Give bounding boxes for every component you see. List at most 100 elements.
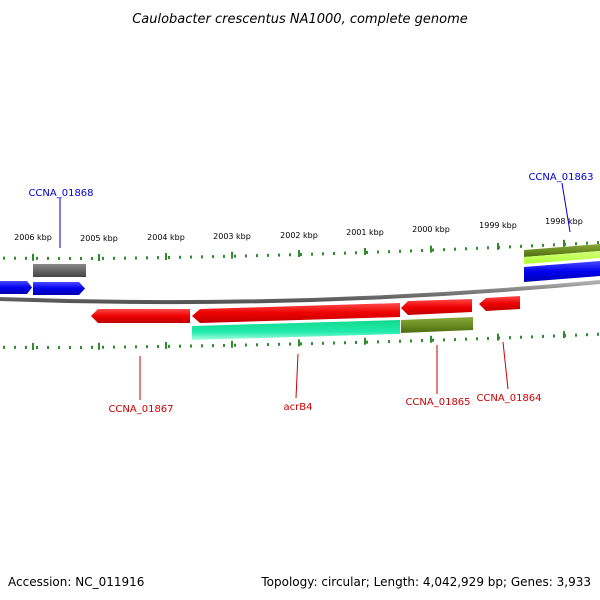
outer-minor-tick — [366, 250, 368, 254]
gene-ccna-01863[interactable] — [524, 261, 600, 282]
outer-minor-tick — [333, 252, 335, 256]
inner-minor-tick — [388, 340, 390, 344]
outer-minor-tick — [25, 256, 27, 260]
inner-minor-tick — [432, 338, 434, 342]
inner-minor-tick — [344, 341, 346, 345]
outer-minor-tick — [509, 245, 511, 249]
outer-minor-tick — [377, 250, 379, 254]
accession-text: Accession: NC_011916 — [8, 575, 144, 589]
gene-ccna-01868[interactable] — [33, 282, 85, 295]
label-ccna-01868[interactable]: CCNA_01868 — [28, 188, 93, 199]
outer-minor-tick — [432, 248, 434, 252]
inner-minor-tick — [212, 344, 214, 348]
inner-minor-tick — [267, 343, 269, 347]
outer-minor-tick — [586, 241, 588, 245]
kbp-label-2006: 2006 kbp — [14, 233, 52, 242]
outer-minor-tick — [487, 246, 489, 250]
gene-ccna-01867[interactable] — [91, 309, 190, 323]
inner-minor-tick — [245, 343, 247, 347]
gene-ccna-01864[interactable] — [479, 296, 520, 311]
inner-major-tick — [165, 341, 167, 349]
label-ccna-01867[interactable]: CCNA_01867 — [108, 404, 173, 415]
gene-ccna-01865[interactable] — [401, 299, 472, 315]
outer-minor-tick — [146, 256, 148, 260]
gene-ccna-01863-olive[interactable] — [524, 244, 600, 257]
inner-minor-tick — [377, 340, 379, 344]
inner-minor-tick — [58, 345, 60, 349]
kbp-label-2004: 2004 kbp — [147, 233, 185, 242]
outer-minor-tick — [553, 243, 555, 247]
outer-minor-tick — [36, 256, 38, 260]
outer-minor-tick — [300, 252, 302, 256]
inner-major-tick — [364, 337, 366, 345]
kbp-label-2005: 2005 kbp — [80, 234, 118, 243]
outer-major-tick — [364, 248, 366, 256]
genome-summary-text: Topology: circular; Length: 4,042,929 bp… — [260, 575, 591, 589]
inner-minor-tick — [168, 344, 170, 348]
inner-minor-tick — [80, 345, 82, 349]
label-acrb4[interactable]: acrB4 — [284, 402, 313, 413]
inner-minor-tick — [179, 344, 181, 348]
outer-minor-tick — [234, 254, 236, 258]
inner-minor-tick — [399, 339, 401, 343]
outer-minor-tick — [168, 255, 170, 259]
gene-forward-left-edge[interactable] — [0, 281, 32, 294]
inner-major-tick — [497, 333, 499, 341]
inner-minor-tick — [146, 345, 148, 349]
inner-minor-tick — [509, 336, 511, 340]
outer-minor-tick — [575, 242, 577, 246]
label-ccna-01864[interactable]: CCNA_01864 — [476, 393, 541, 404]
inner-minor-tick — [476, 337, 478, 341]
outer-minor-tick — [355, 251, 357, 255]
kbp-label-2002: 2002 kbp — [280, 231, 318, 240]
outer-minor-tick — [3, 256, 5, 260]
outer-major-tick — [497, 242, 499, 250]
inner-minor-tick — [289, 342, 291, 346]
outer-minor-tick — [344, 251, 346, 255]
gene-ccna-01868-gray-block[interactable] — [33, 264, 86, 277]
inner-major-tick — [430, 335, 432, 343]
outer-minor-tick — [69, 256, 71, 260]
outer-tick-ring — [3, 239, 599, 261]
kbp-label-2000: 2000 kbp — [412, 225, 450, 234]
gene-acrb4[interactable] — [192, 303, 400, 323]
kbp-label-2003: 2003 kbp — [213, 232, 251, 241]
inner-minor-tick — [355, 340, 357, 344]
map-title: Caulobacter crescentus NA1000, complete … — [132, 12, 468, 27]
inner-major-tick — [98, 342, 100, 350]
outer-minor-tick — [80, 256, 82, 260]
feature-acrb4-teal[interactable] — [192, 320, 400, 340]
outer-major-tick — [231, 251, 233, 259]
inner-minor-tick — [278, 342, 280, 346]
inner-minor-tick — [135, 345, 137, 349]
inner-minor-tick — [531, 335, 533, 339]
outer-minor-tick — [597, 241, 599, 245]
outer-minor-tick — [531, 244, 533, 248]
outer-minor-tick — [102, 256, 104, 260]
outer-minor-tick — [245, 254, 247, 258]
inner-minor-tick — [69, 345, 71, 349]
label-ccna-01863[interactable]: CCNA_01863 — [528, 172, 593, 183]
leader-ccna-01864 — [502, 341, 509, 390]
inner-minor-tick — [487, 336, 489, 340]
outer-minor-tick — [179, 255, 181, 259]
outer-minor-tick — [465, 247, 467, 251]
inner-minor-tick — [36, 345, 38, 349]
outer-major-tick — [98, 253, 100, 261]
label-leader-lines — [59, 182, 571, 400]
outer-minor-tick — [520, 244, 522, 248]
label-ccna-01865[interactable]: CCNA_01865 — [405, 397, 470, 408]
inner-minor-tick — [410, 339, 412, 343]
outer-minor-tick — [157, 256, 159, 260]
outer-minor-tick — [190, 255, 192, 259]
inner-tick-ring — [3, 331, 599, 350]
inner-minor-tick — [113, 345, 115, 349]
gene-ccna-01863-lime[interactable] — [524, 251, 600, 264]
outer-minor-tick — [223, 254, 225, 258]
inner-major-tick — [298, 339, 300, 347]
outer-major-tick — [563, 239, 565, 247]
inner-minor-tick — [256, 343, 258, 347]
feature-ccna-01865-olive[interactable] — [401, 317, 473, 333]
outer-minor-tick — [443, 248, 445, 252]
